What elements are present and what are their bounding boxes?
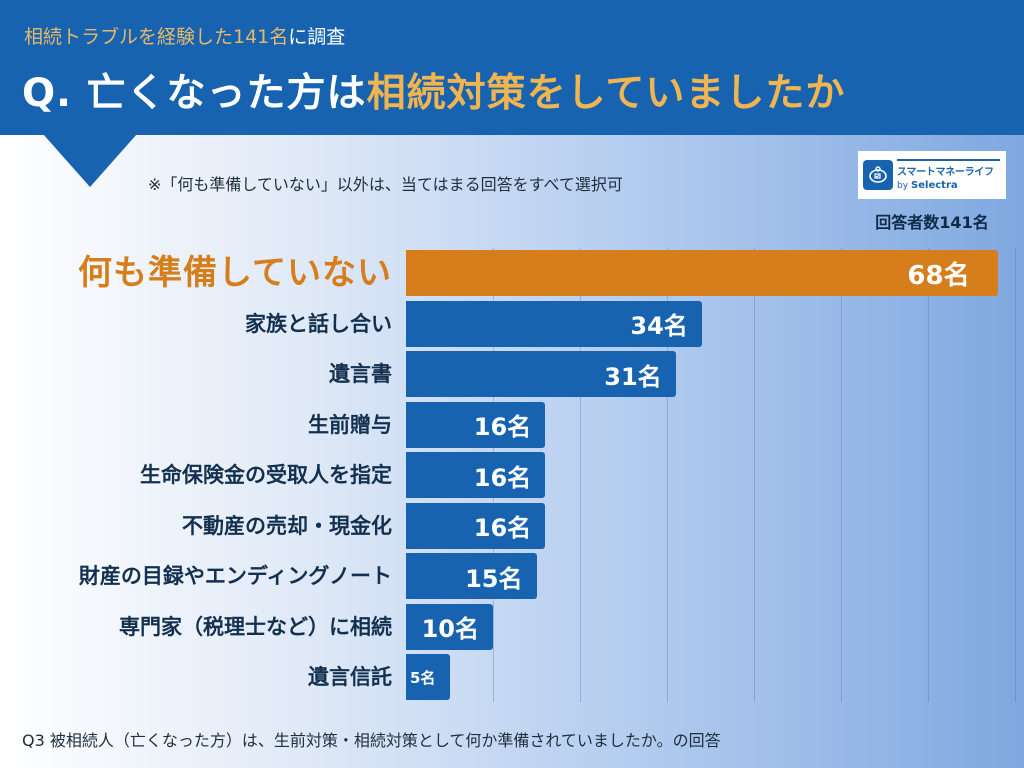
- chart-row: 生命保険金の受取人を指定 16名: [0, 452, 1024, 498]
- brand-logo: スマートマネーライフ by Selectra: [858, 151, 1006, 199]
- header-banner: 相続トラブルを経験した141名に調査 Q. 亡くなった方は相続対策をしていました…: [0, 0, 1024, 135]
- bar-value-label: 16名: [473, 413, 532, 441]
- category-label: 遺言信託: [308, 665, 392, 689]
- respondent-count: 回答者数141名: [875, 213, 989, 232]
- bar: 16名: [406, 502, 546, 549]
- bar-value-label: 10名: [421, 615, 479, 643]
- bar: 34名: [406, 300, 702, 347]
- chart-row: 専門家（税理士など）に相続 10名: [0, 603, 1024, 650]
- logo-name: スマートマネーライフ: [897, 167, 994, 178]
- gridline: [1015, 248, 1016, 702]
- chart-row: 遺言書 31名: [0, 351, 1024, 397]
- question-title: Q. 亡くなった方は相続対策をしていましたか: [22, 62, 845, 118]
- logo-brand: Selectra: [911, 180, 958, 191]
- bar: 16名: [406, 401, 546, 448]
- survey-subtitle: 相続トラブルを経験した141名に調査: [24, 22, 345, 49]
- bar-chart: 何も準備していない 68名 家族と話し合い 34名 遺言書 31名 生前贈与 16名 生命保険金…: [0, 248, 1024, 704]
- footer-caption: Q3 被相続人（亡くなった方）は、生前対策・相続対策として何か準備されていました…: [22, 731, 721, 750]
- gridline: [580, 248, 581, 702]
- bar-value-label: 16名: [473, 463, 532, 492]
- gridline: [928, 248, 929, 702]
- subtitle-main: 相続トラブルを経験した141名: [24, 26, 289, 48]
- gridline: [754, 248, 755, 702]
- bar: 15名: [406, 553, 537, 599]
- bar-value-label: 16名: [473, 514, 532, 542]
- gridline: [667, 248, 668, 702]
- category-label: 生命保険金の受取人を指定: [140, 463, 392, 487]
- bar-value-label: 15名: [465, 564, 523, 593]
- piggy-bank-icon: [863, 160, 893, 190]
- category-label: 生前贈与: [308, 412, 392, 437]
- category-label: 何も準備していない: [78, 253, 392, 293]
- subtitle-suffix: に調査: [288, 26, 346, 48]
- category-label: 遺言書: [329, 362, 392, 386]
- chart-row: 家族と話し合い 34名: [0, 300, 1024, 347]
- bar: 10名: [406, 603, 493, 650]
- logo-by: by: [897, 180, 909, 191]
- category-label: 家族と話し合い: [245, 311, 392, 336]
- category-label: 不動産の売却・現金化: [182, 513, 392, 538]
- chart-row: 財産の目録やエンディングノート 15名: [0, 553, 1024, 599]
- bar: 16名: [406, 452, 546, 498]
- bar: 5名: [406, 654, 450, 700]
- bar-value-label: 5名: [410, 668, 436, 687]
- title-highlight: 相続対策をしていましたか: [366, 71, 846, 116]
- chart-row: 不動産の売却・現金化 16名: [0, 502, 1024, 549]
- chart-row: 生前贈与 16名: [0, 401, 1024, 448]
- title-prefix: Q. 亡くなった方は: [22, 71, 367, 116]
- bar-value-label: 31名: [604, 362, 662, 391]
- bar: 31名: [406, 351, 676, 397]
- bar: 68名: [406, 250, 998, 296]
- category-label: 専門家（税理士など）に相続: [119, 614, 392, 639]
- chart-row: 何も準備していない 68名: [0, 250, 1024, 296]
- bar-value-label: 34名: [630, 312, 688, 340]
- header-pointer-triangle: [43, 134, 137, 187]
- gridline: [841, 248, 842, 702]
- selection-note: ※「何も準備していない」以外は、当てはまる回答をすべて選択可: [148, 175, 623, 194]
- chart-row: 遺言信託 5名: [0, 654, 1024, 700]
- category-label: 財産の目録やエンディングノート: [78, 564, 392, 588]
- bar-value-label: 68名: [907, 260, 970, 291]
